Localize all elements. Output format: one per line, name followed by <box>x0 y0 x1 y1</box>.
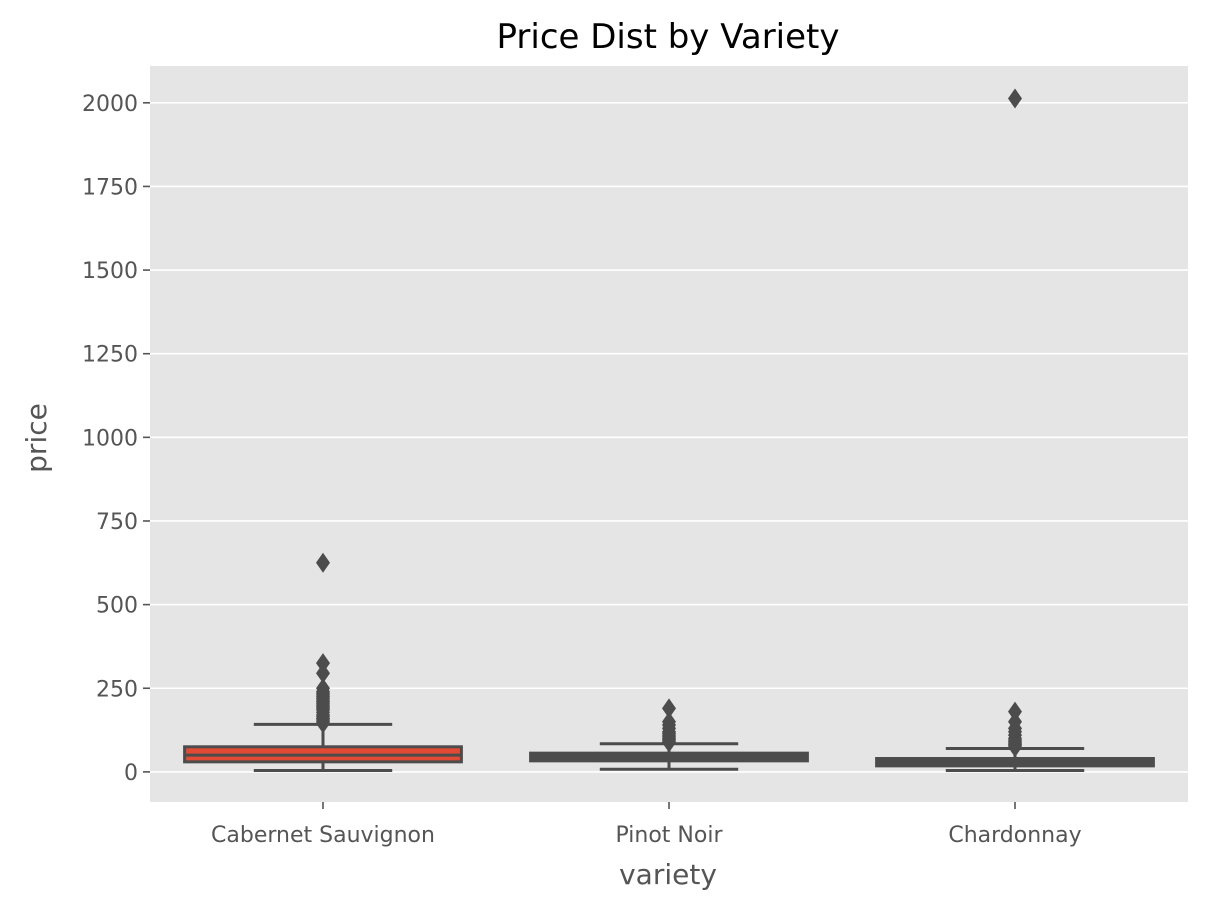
box-series <box>183 88 1155 773</box>
plot-panel <box>150 66 1188 802</box>
y-tick-label: 1500 <box>82 259 138 284</box>
y-axis-label: price <box>20 403 53 473</box>
outlier-point <box>662 698 676 719</box>
box-group-chardonnay <box>875 88 1155 773</box>
y-tick-label: 1750 <box>82 175 138 200</box>
y-axis-ticks: 0 250 500 750 1000 1250 1500 1750 2000 <box>82 92 150 786</box>
y-tick-label: 0 <box>124 761 138 786</box>
outlier-point <box>316 678 330 699</box>
x-axis-label: variety <box>619 858 717 891</box>
outlier-point <box>316 663 330 684</box>
outlier-point <box>316 653 330 674</box>
y-tick-label: 750 <box>96 510 138 535</box>
outlier-point <box>316 552 330 573</box>
outlier-point <box>1008 701 1022 722</box>
y-tick-label: 500 <box>96 594 138 619</box>
y-tick-label: 250 <box>96 677 138 702</box>
y-tick-label: 2000 <box>82 92 138 117</box>
y-tick-label: 1000 <box>82 426 138 451</box>
chart-title: Price Dist by Variety <box>497 17 840 57</box>
box-group-cabernet-sauvignon <box>183 552 463 773</box>
outlier-point <box>1008 88 1022 109</box>
x-axis-ticks: Cabernet Sauvignon Pinot Noir Chardonnay <box>211 802 1082 848</box>
outlier-point <box>662 711 676 732</box>
x-tick-label: Chardonnay <box>948 823 1081 848</box>
x-tick-label: Pinot Noir <box>616 823 724 848</box>
box-group-pinot-noir <box>529 698 809 771</box>
x-tick-label: Cabernet Sauvignon <box>211 823 435 848</box>
y-tick-label: 1250 <box>82 343 138 368</box>
outlier-point <box>1008 711 1022 732</box>
